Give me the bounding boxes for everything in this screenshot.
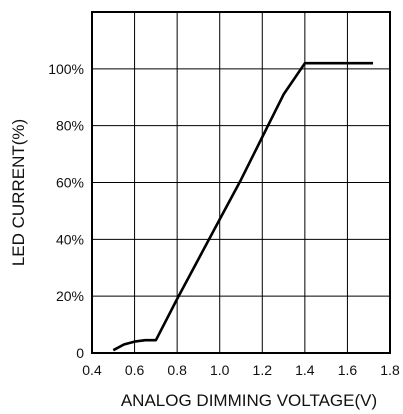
y-axis-label: LED CURRENT(%) (9, 119, 28, 266)
grid-lines (91, 12, 391, 354)
y-tick-label: 80% (56, 118, 84, 134)
x-tick-labels: 0.4 0.6 0.8 1.0 1.2 1.4 1.6 1.8 (82, 362, 400, 378)
y-tick-label: 60% (56, 175, 84, 191)
y-tick-label: 40% (56, 231, 84, 247)
x-tick-label: 1.8 (380, 362, 400, 378)
x-tick-label: 1.4 (295, 362, 315, 378)
x-tick-label: 0.8 (167, 362, 187, 378)
x-tick-label: 0.4 (82, 362, 102, 378)
y-tick-label: 100% (48, 61, 84, 77)
plot-frame (91, 11, 391, 354)
y-tick-label: 20% (56, 288, 84, 304)
series-layer (112, 61, 373, 352)
y-tick-labels: 0 20% 40% 60% 80% 100% (48, 61, 84, 361)
x-tick-label: 1.0 (210, 362, 230, 378)
x-axis-label: ANALOG DIMMING VOLTAGE(V) (121, 391, 377, 410)
series-line (112, 61, 373, 352)
x-tick-label: 0.6 (125, 362, 145, 378)
x-tick-label: 1.2 (253, 362, 273, 378)
y-tick-label: 0 (76, 345, 84, 361)
x-tick-label: 1.6 (338, 362, 358, 378)
